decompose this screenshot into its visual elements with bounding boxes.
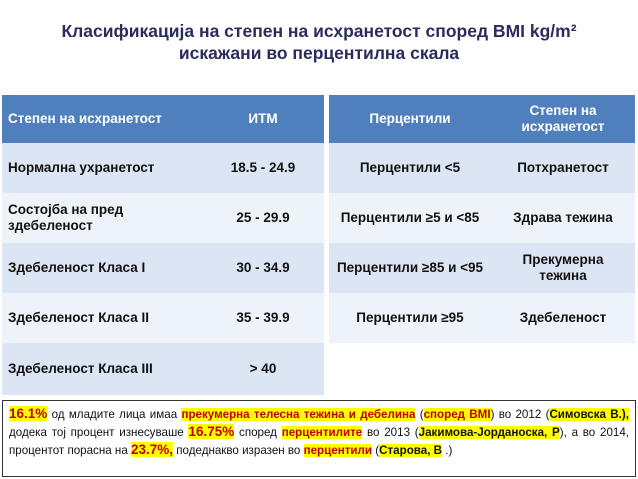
- table-row-empty: [329, 343, 635, 395]
- header-category: Степен на исхранетост: [2, 95, 202, 143]
- row-category: Потхранетост: [491, 143, 635, 193]
- empty-cell: [491, 343, 635, 395]
- empty-cell: [329, 343, 491, 395]
- row-category: Нормална ухранетост: [2, 143, 202, 193]
- highlight-bmi: според BMI: [423, 408, 491, 421]
- row-bmi-value: 18.5 - 24.9: [202, 143, 324, 193]
- row-category: Здебеленост Класа III: [2, 343, 202, 395]
- note-text: .): [442, 444, 453, 457]
- note-text: (: [372, 444, 380, 457]
- bmi-classification-table: Степен на исхранетост ИТМ Нормална ухран…: [2, 95, 324, 395]
- title-line-2: искажани во перцентилна скала: [178, 43, 460, 63]
- title-line-1: Класификација на степен на исхранетост с…: [61, 21, 577, 41]
- note-text: од младите лица имаа: [47, 408, 182, 421]
- stat-2013-percent: 16.75%: [188, 424, 235, 439]
- percentile-classification-table: Перцентили Степен на исхранетост Перцент…: [329, 95, 635, 395]
- citation-jakimova: Јакимова-Јорданоска, Р: [418, 426, 560, 439]
- row-bmi-value: 25 - 29.9: [202, 193, 324, 243]
- row-percentile: Перцентили <5: [329, 143, 491, 193]
- header-percentile: Перцентили: [329, 95, 491, 143]
- table-row: Перцентили ≥85 и <95 Прекумерна тежина: [329, 243, 635, 293]
- highlight-percentiles-2: перцентили: [303, 444, 373, 457]
- stat-2014-percent: 23.7%,: [131, 442, 174, 457]
- row-category: Состојба на пред здебеленост: [2, 193, 202, 243]
- slide-title: Класификација на степен на исхранетост с…: [0, 20, 638, 64]
- citation-simovska: Симовска В.),: [549, 408, 629, 421]
- header-category: Степен на исхранетост: [491, 95, 635, 143]
- table-row: Здебеленост Класа III > 40: [2, 343, 324, 395]
- header-bmi: ИТМ: [202, 95, 324, 143]
- table-row: Перцентили ≥95 Здебеленост: [329, 293, 635, 343]
- note-text: ) во 2012 (: [490, 408, 550, 421]
- table-row: Здебеленост Класа II 35 - 39.9: [2, 293, 324, 343]
- table-row: Состојба на пред здебеленост 25 - 29.9: [2, 193, 324, 243]
- highlight-percentiles: перцентилите: [281, 426, 363, 439]
- table-header-row: Степен на исхранетост ИТМ: [2, 95, 324, 143]
- note-text: подеднакво изразен во: [173, 444, 304, 457]
- highlight-overweight: прекумерна телесна тежина и дебелина: [181, 408, 416, 421]
- stat-2012-percent: 16.1%: [9, 406, 48, 421]
- row-category: Прекумерна тежина: [491, 243, 635, 293]
- row-percentile: Перцентили ≥85 и <95: [329, 243, 491, 293]
- table-row: Нормална ухранетост 18.5 - 24.9: [2, 143, 324, 193]
- note-text: додека тој процент изнесуваше: [9, 426, 189, 439]
- table-row: Перцентили <5 Потхранетост: [329, 143, 635, 193]
- row-category: Здрава тежина: [491, 193, 635, 243]
- note-text: во 2013 (: [362, 426, 419, 439]
- row-category: Здебеленост: [491, 293, 635, 343]
- row-percentile: Перцентили ≥5 и <85: [329, 193, 491, 243]
- row-bmi-value: 30 - 34.9: [202, 243, 324, 293]
- table-header-row: Перцентили Степен на исхранетост: [329, 95, 635, 143]
- row-category: Здебеленост Класа I: [2, 243, 202, 293]
- citation-starova: Старова, В: [379, 444, 443, 457]
- row-category: Здебеленост Класа II: [2, 293, 202, 343]
- row-percentile: Перцентили ≥95: [329, 293, 491, 343]
- note-text: ), а во 2014, процентот порасна на: [9, 426, 630, 457]
- statistics-note: 16.1% од младите лица имаа прекумерна те…: [2, 400, 636, 477]
- table-row: Здебеленост Класа I 30 - 34.9: [2, 243, 324, 293]
- note-text: според: [234, 426, 282, 439]
- table-row: Перцентили ≥5 и <85 Здрава тежина: [329, 193, 635, 243]
- row-bmi-value: 35 - 39.9: [202, 293, 324, 343]
- note-text: (: [415, 408, 424, 421]
- row-bmi-value: > 40: [202, 343, 324, 395]
